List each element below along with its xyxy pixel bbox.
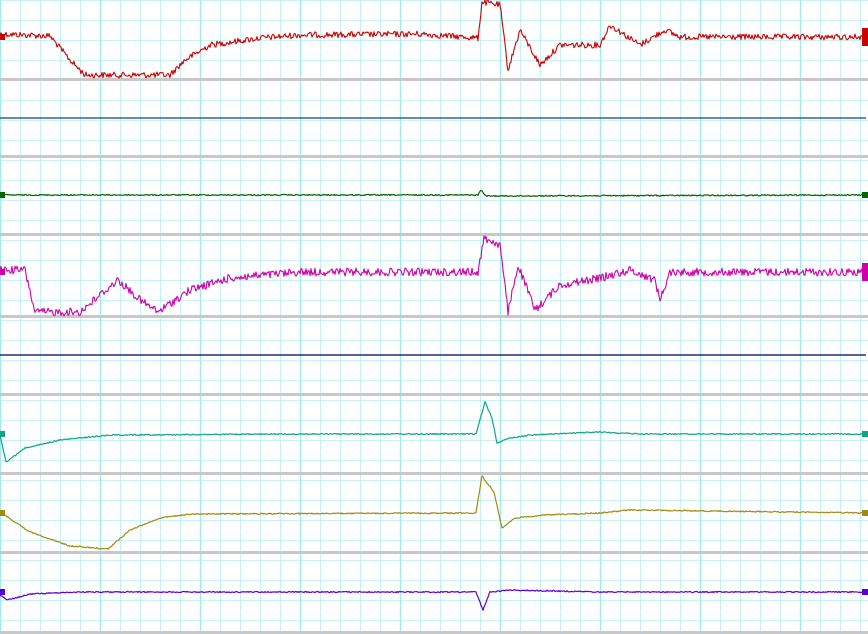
trace-start-marker	[0, 589, 5, 595]
channel-separator	[0, 393, 868, 396]
trace-6	[0, 401, 867, 463]
trace-end-marker	[862, 510, 868, 516]
trace-3	[0, 189, 867, 198]
channel-separator	[0, 551, 868, 554]
channel-separator	[0, 315, 868, 318]
trace-end-marker	[862, 263, 868, 281]
trace-start-marker	[0, 34, 5, 40]
trace-start-marker	[0, 510, 5, 516]
channel-separator	[0, 631, 868, 634]
trace-end-marker	[862, 192, 868, 198]
channel-separator	[0, 472, 868, 475]
trace-8	[0, 588, 867, 611]
trace-1	[0, 0, 867, 79]
channel-separator	[0, 78, 868, 81]
trace-start-marker	[0, 269, 5, 275]
channel-separator	[0, 155, 868, 158]
trace-start-marker	[0, 431, 5, 437]
traces	[0, 0, 868, 611]
trace-start-marker	[0, 192, 5, 198]
trace-7	[0, 475, 867, 550]
channel-separator	[0, 233, 868, 236]
trace-4	[0, 235, 867, 317]
channel-separators	[0, 78, 868, 634]
trace-end-marker	[862, 28, 868, 46]
trace-end-marker	[862, 589, 868, 595]
trace-end-marker	[862, 431, 868, 437]
